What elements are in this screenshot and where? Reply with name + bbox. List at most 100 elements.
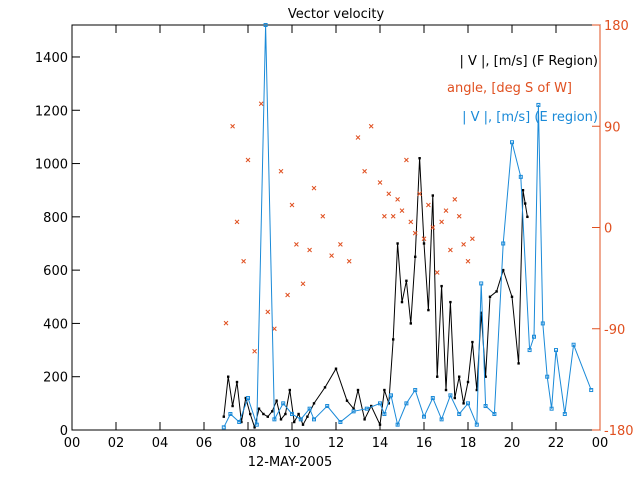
data-point — [517, 362, 520, 365]
series-angle — [223, 101, 475, 354]
data-point-stroke — [461, 242, 466, 247]
y-tick-label: 800 — [43, 211, 68, 226]
data-point-stroke — [377, 180, 383, 185]
x-tick-label: 14 — [372, 436, 389, 451]
data-point — [470, 236, 475, 242]
data-point — [271, 410, 274, 413]
data-point — [413, 388, 418, 393]
data-point — [414, 255, 417, 259]
y-tick-label: 600 — [43, 264, 68, 279]
data-point-stroke — [338, 242, 343, 247]
data-point — [241, 258, 246, 264]
data-point-stroke — [252, 348, 257, 354]
data-point — [312, 417, 316, 422]
data-point — [338, 420, 343, 425]
data-point — [510, 295, 514, 298]
data-point — [382, 213, 387, 219]
data-point — [364, 406, 369, 411]
data-point — [285, 292, 290, 298]
data-point-stroke — [300, 281, 306, 287]
data-point-stroke — [355, 135, 361, 140]
data-point — [386, 191, 392, 197]
data-point — [320, 213, 326, 219]
data-point-stroke — [311, 185, 317, 191]
data-point-stroke — [430, 225, 436, 230]
data-point — [258, 101, 264, 107]
data-point — [290, 412, 294, 417]
data-point-stroke — [456, 213, 462, 219]
data-point — [266, 415, 269, 418]
data-point-stroke — [382, 213, 387, 219]
data-point — [338, 242, 343, 247]
data-point — [278, 168, 284, 174]
data-point-stroke — [448, 247, 453, 253]
data-point — [390, 213, 396, 219]
data-point — [545, 374, 550, 379]
data-point — [466, 380, 470, 384]
data-point — [395, 197, 400, 202]
series-f-region — [222, 157, 529, 430]
data-point — [448, 393, 453, 398]
data-point — [449, 300, 452, 304]
data-point — [387, 402, 390, 405]
legend-entry-f-region: | V |, [m/s] (F Region) — [459, 54, 598, 69]
data-point-stroke — [465, 258, 471, 264]
data-point — [355, 135, 361, 140]
data-point — [465, 258, 471, 264]
data-point — [279, 418, 283, 421]
x-tick-label: 02 — [108, 436, 125, 451]
data-point — [378, 401, 382, 406]
data-point-stroke — [443, 208, 449, 213]
data-point — [362, 168, 367, 174]
x-tick-label: 16 — [416, 436, 433, 451]
data-point-stroke — [404, 157, 409, 163]
data-point — [289, 202, 295, 208]
data-point — [458, 375, 461, 378]
y2-tick-label: -180 — [604, 424, 634, 439]
x-axis-label: 12-MAY-2005 — [248, 455, 333, 470]
data-point — [311, 185, 317, 191]
legend: | V |, [m/s] (F Region) angle, [deg S of… — [447, 54, 598, 125]
data-point — [589, 388, 594, 393]
data-point-stroke — [439, 219, 444, 225]
data-point — [484, 375, 487, 378]
data-point — [404, 157, 409, 163]
data-point — [300, 281, 306, 287]
data-point — [334, 367, 338, 370]
data-point-stroke — [395, 197, 400, 202]
data-point-stroke — [417, 191, 422, 197]
data-point — [383, 388, 386, 392]
data-point-stroke — [434, 270, 440, 275]
data-point-stroke — [426, 202, 431, 208]
data-point — [231, 404, 234, 408]
data-point — [245, 157, 251, 163]
data-point — [378, 423, 382, 426]
chart-title: Vector velocity — [288, 7, 385, 22]
data-point — [430, 225, 436, 230]
data-point — [448, 247, 453, 253]
data-point — [395, 422, 400, 427]
data-point-stroke — [452, 197, 458, 202]
data-point — [540, 321, 545, 326]
data-point — [352, 407, 355, 410]
data-point — [356, 388, 360, 392]
data-point — [408, 219, 414, 225]
data-point — [452, 197, 458, 202]
y2-tick-label: 0 — [604, 222, 612, 237]
data-point — [284, 412, 287, 416]
data-point — [418, 157, 421, 160]
data-point — [262, 412, 265, 416]
data-point-stroke — [470, 236, 475, 242]
data-point — [265, 309, 271, 315]
data-point — [430, 396, 435, 401]
data-point — [434, 270, 440, 275]
data-point — [422, 414, 426, 419]
series-line — [223, 24, 592, 428]
data-point — [483, 404, 488, 409]
data-point-stroke — [285, 292, 290, 298]
data-point — [502, 268, 505, 272]
data-point — [346, 258, 352, 264]
data-point — [456, 213, 462, 219]
data-point — [518, 174, 523, 179]
data-point — [440, 284, 443, 288]
